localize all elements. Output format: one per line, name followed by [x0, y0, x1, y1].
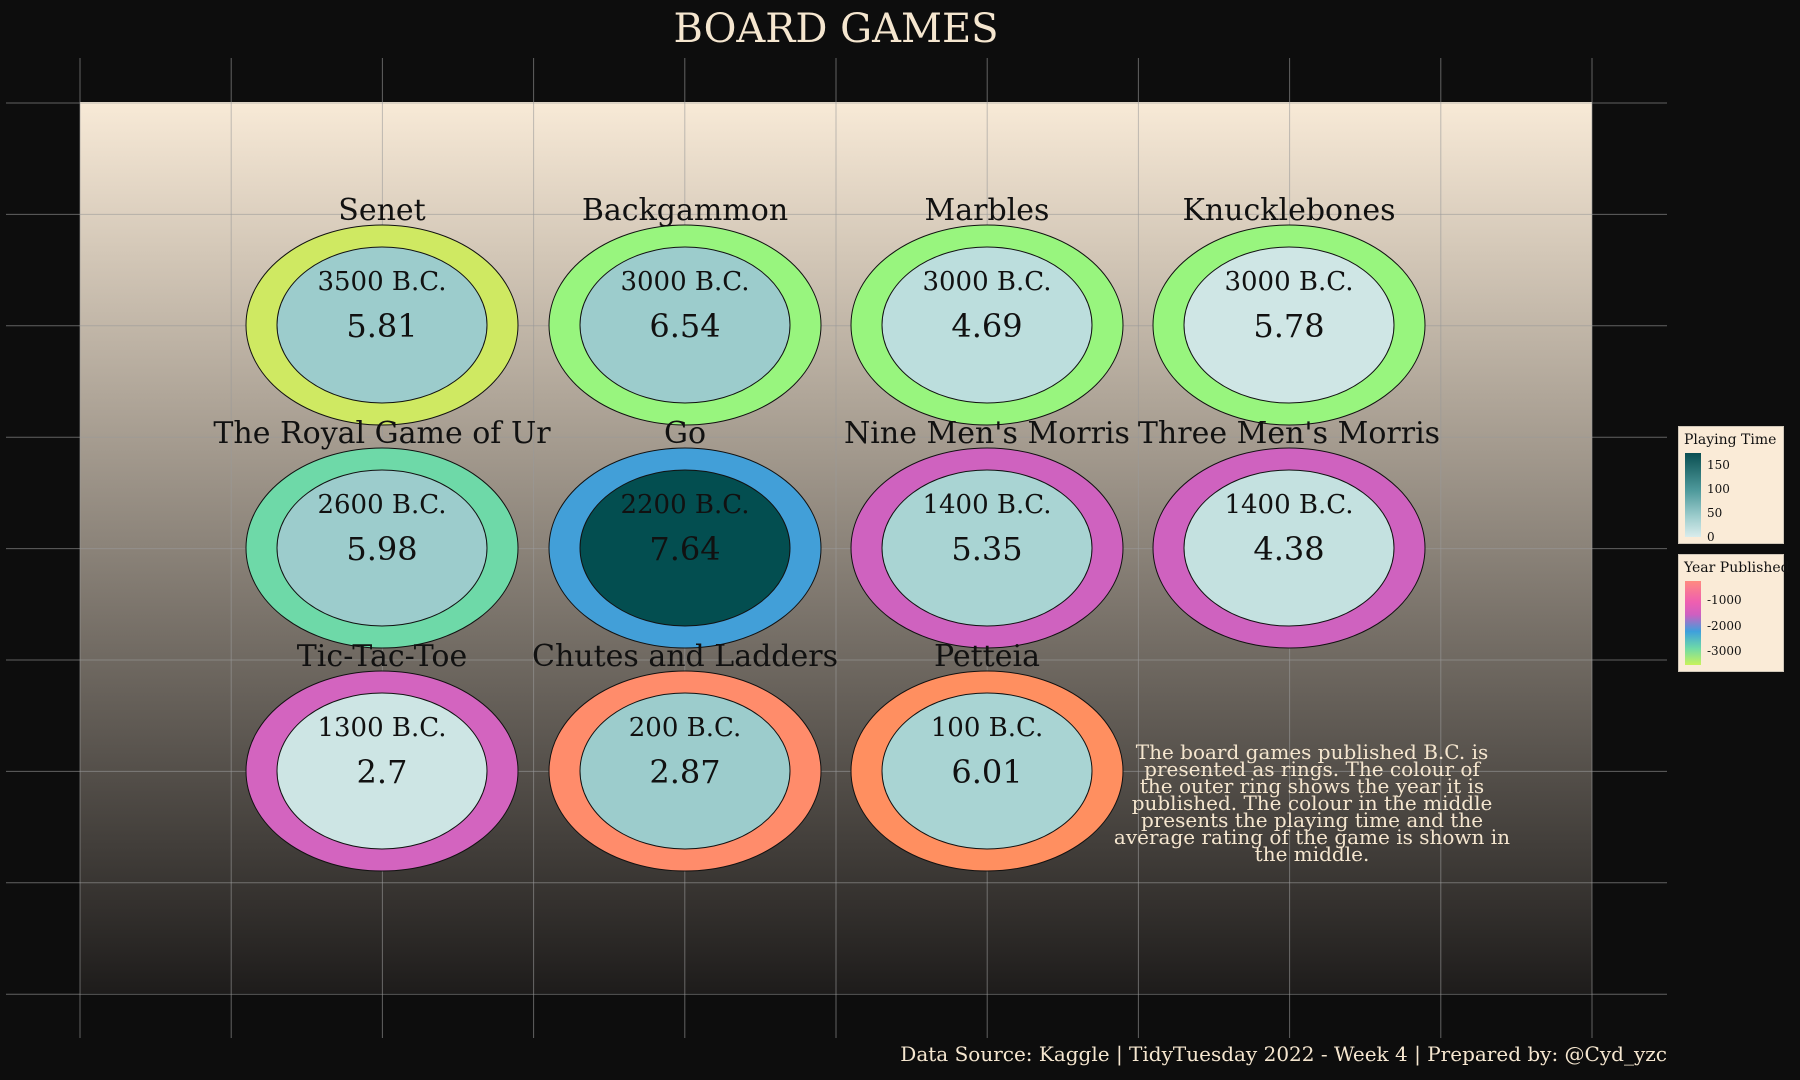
game-name: Chutes and Ladders	[532, 639, 838, 674]
playing-time-tick: 100	[1707, 482, 1730, 496]
caption: Data Source: Kaggle | TidyTuesday 2022 -…	[900, 1042, 1667, 1067]
inner-ring	[881, 469, 1093, 627]
rating-label: 2.87	[649, 753, 720, 791]
rating-label: 5.98	[346, 530, 417, 568]
playing-time-legend: Playing Time 150 100 50 0	[1678, 426, 1784, 544]
year-label: 2600 B.C.	[317, 490, 446, 520]
annotation-line: the middle.	[1255, 842, 1370, 866]
game-name: Tic-Tac-Toe	[297, 639, 467, 674]
game-name: Marbles	[925, 193, 1050, 228]
rating-label: 5.78	[1253, 307, 1324, 345]
game-name: Petteia	[934, 639, 1040, 674]
year-label: 3000 B.C.	[922, 267, 1051, 297]
game-ring: The Royal Game of Ur 2600 B.C. 5.98	[213, 416, 551, 649]
game-name: Three Men's Morris	[1138, 416, 1440, 451]
rating-label: 6.01	[951, 753, 1022, 791]
year-published-tick: -2000	[1707, 619, 1742, 633]
playing-time-legend-title: Playing Time	[1684, 432, 1777, 448]
playing-time-tick: 0	[1707, 530, 1715, 544]
rating-label: 7.64	[649, 530, 720, 568]
grid-lines	[6, 58, 1667, 1038]
year-label: 3000 B.C.	[1224, 267, 1353, 297]
inner-ring	[276, 246, 488, 404]
year-published-tick: -1000	[1707, 593, 1742, 607]
game-name: The Royal Game of Ur	[213, 416, 551, 451]
inner-ring	[579, 469, 791, 627]
annotation-line: presents the playing time and the	[1141, 808, 1483, 832]
game-ring: Tic-Tac-Toe 1300 B.C. 2.7	[245, 639, 519, 872]
inner-ring	[881, 246, 1093, 404]
game-name: Backgammon	[582, 193, 788, 228]
inner-ring	[1183, 246, 1395, 404]
rating-label: 5.81	[346, 307, 417, 345]
rating-label: 2.7	[357, 753, 408, 791]
rating-label: 5.35	[951, 530, 1022, 568]
annotation-text: The board games published B.C. is present…	[1114, 740, 1510, 866]
playing-time-colorbar	[1685, 453, 1701, 537]
game-name: Senet	[338, 193, 425, 228]
year-label: 3000 B.C.	[620, 267, 749, 297]
game-ring: Knucklebones 3000 B.C. 5.78	[1152, 193, 1426, 426]
game-ring: Go 2200 B.C. 7.64	[548, 416, 822, 649]
game-ring: Senet 3500 B.C. 5.81	[245, 193, 519, 426]
year-label: 1300 B.C.	[317, 713, 446, 743]
game-rings: Senet 3500 B.C. 5.81 Backgammon 3000 B.C. 6.5…	[213, 193, 1440, 872]
year-label: 1400 B.C.	[922, 490, 1051, 520]
annotation-line: the outer ring shows the year it is	[1140, 774, 1484, 798]
inner-ring	[579, 246, 791, 404]
rating-label: 4.38	[1253, 530, 1324, 568]
game-name: Knucklebones	[1182, 193, 1395, 228]
year-label: 1400 B.C.	[1224, 490, 1353, 520]
year-published-tick: -3000	[1707, 644, 1742, 658]
year-published-legend-title: Year Published	[1684, 560, 1790, 576]
game-ring: Marbles 3000 B.C. 4.69	[850, 193, 1124, 426]
rating-label: 6.54	[649, 307, 720, 345]
year-published-colorbar	[1685, 581, 1701, 665]
annotation-line: published. The colour in the middle	[1132, 791, 1493, 815]
chart-title: BOARD GAMES	[673, 6, 998, 52]
game-ring: Three Men's Morris 1400 B.C. 4.38	[1138, 416, 1440, 649]
game-ring: Petteia 100 B.C. 6.01	[850, 639, 1124, 872]
game-ring: Chutes and Ladders 200 B.C. 2.87	[532, 639, 838, 872]
annotation-line: The board games published B.C. is	[1136, 740, 1489, 764]
game-ring: Backgammon 3000 B.C. 6.54	[548, 193, 822, 426]
annotation-line: average rating of the game is shown in	[1114, 825, 1510, 849]
game-ring: Nine Men's Morris 1400 B.C. 5.35	[844, 416, 1130, 649]
year-label: 2200 B.C.	[620, 490, 749, 520]
game-name: Go	[664, 416, 706, 451]
inner-ring	[276, 692, 488, 850]
playing-time-tick: 150	[1707, 458, 1730, 472]
year-label: 100 B.C.	[931, 713, 1044, 743]
playing-time-tick: 50	[1707, 506, 1723, 520]
annotation-line: presented as rings. The colour of	[1144, 757, 1481, 781]
year-label: 3500 B.C.	[317, 267, 446, 297]
inner-ring	[881, 692, 1093, 850]
inner-ring	[1183, 469, 1395, 627]
inner-ring	[579, 692, 791, 850]
inner-ring	[276, 469, 488, 627]
game-name: Nine Men's Morris	[844, 416, 1130, 451]
year-label: 200 B.C.	[629, 713, 742, 743]
rating-label: 4.69	[951, 307, 1022, 345]
year-published-legend: Year Published -1000 -2000 -3000	[1678, 554, 1790, 672]
